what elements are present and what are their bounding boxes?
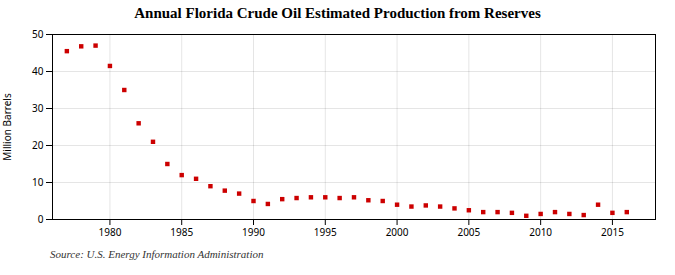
svg-text:2005: 2005 <box>457 225 480 239</box>
svg-text:10: 10 <box>32 175 44 189</box>
svg-text:0: 0 <box>38 212 44 226</box>
svg-text:2010: 2010 <box>529 225 552 239</box>
svg-text:40: 40 <box>32 64 44 78</box>
svg-text:1985: 1985 <box>170 225 193 239</box>
svg-text:20: 20 <box>32 138 44 152</box>
svg-text:1990: 1990 <box>242 225 265 239</box>
svg-text:50: 50 <box>32 27 44 41</box>
svg-text:Million Barrels: Million Barrels <box>0 93 14 161</box>
svg-text:1995: 1995 <box>314 225 337 239</box>
html-text:Annual Florida Crude Oil Estim: Annual Florida Crude Oil Estimated Produ… <box>134 5 541 21</box>
svg-text:30: 30 <box>32 101 44 115</box>
svg-text:2000: 2000 <box>386 225 409 239</box>
html-text:Source: U.S. Energy Informatio: Source: U.S. Energy Information Administ… <box>50 248 264 260</box>
svg-text:1980: 1980 <box>98 225 121 239</box>
svg-text:2015: 2015 <box>601 225 624 239</box>
